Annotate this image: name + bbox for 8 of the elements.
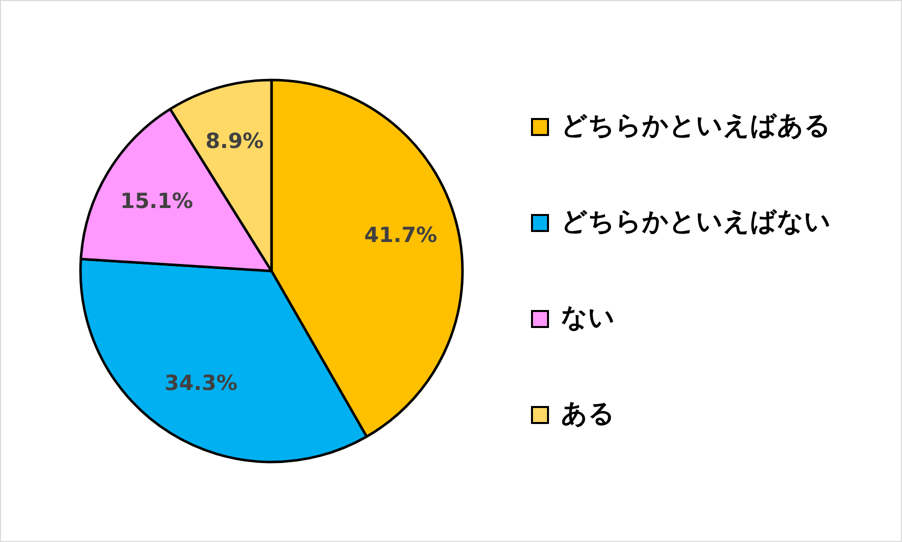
data-label: 8.9% <box>205 128 264 153</box>
legend-label: どちらかといえばない <box>561 206 831 237</box>
legend-label: どちらかといえばある <box>561 110 831 141</box>
legend-label: ない <box>561 302 615 333</box>
data-label: 41.7% <box>364 222 438 247</box>
data-label: 34.3% <box>164 371 238 396</box>
legend-label: ある <box>561 398 615 429</box>
data-label: 15.1% <box>120 189 194 214</box>
